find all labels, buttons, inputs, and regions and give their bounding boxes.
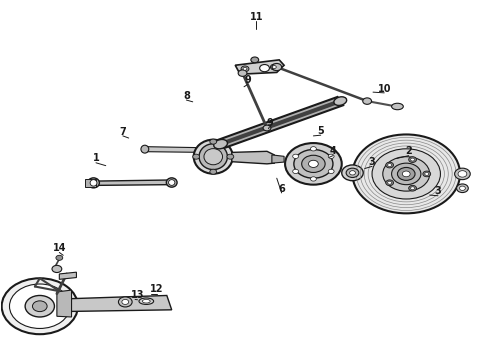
Text: 8: 8	[183, 91, 190, 101]
Circle shape	[388, 163, 392, 166]
Text: 11: 11	[249, 12, 263, 22]
Ellipse shape	[241, 66, 249, 72]
Ellipse shape	[272, 63, 282, 71]
Circle shape	[372, 149, 441, 199]
Circle shape	[458, 171, 467, 177]
Text: 3: 3	[435, 186, 441, 197]
Circle shape	[386, 180, 393, 186]
Polygon shape	[272, 155, 284, 163]
Circle shape	[52, 265, 62, 273]
Circle shape	[425, 172, 429, 175]
Ellipse shape	[141, 145, 149, 153]
Ellipse shape	[363, 98, 371, 104]
Text: 4: 4	[330, 146, 336, 156]
Circle shape	[210, 139, 217, 144]
Ellipse shape	[272, 66, 276, 68]
Circle shape	[342, 165, 363, 181]
Polygon shape	[218, 97, 343, 148]
Ellipse shape	[392, 103, 403, 110]
Text: 6: 6	[278, 184, 285, 194]
Circle shape	[346, 168, 359, 177]
Ellipse shape	[169, 180, 175, 185]
Circle shape	[309, 160, 318, 167]
Polygon shape	[57, 290, 72, 317]
Circle shape	[352, 134, 460, 213]
Circle shape	[302, 155, 325, 172]
Circle shape	[285, 143, 342, 185]
Circle shape	[293, 154, 298, 158]
Ellipse shape	[238, 70, 247, 76]
Text: 7: 7	[120, 127, 126, 136]
Circle shape	[392, 163, 421, 185]
Ellipse shape	[90, 180, 97, 186]
Circle shape	[411, 187, 415, 190]
Ellipse shape	[270, 64, 278, 70]
Polygon shape	[59, 296, 172, 312]
Circle shape	[193, 154, 199, 159]
Circle shape	[56, 255, 63, 260]
Circle shape	[227, 154, 234, 159]
Circle shape	[32, 301, 47, 312]
Ellipse shape	[204, 149, 222, 165]
Text: 10: 10	[377, 84, 391, 94]
Circle shape	[328, 154, 334, 158]
Circle shape	[409, 157, 416, 162]
Circle shape	[409, 185, 416, 191]
Circle shape	[423, 171, 431, 177]
Ellipse shape	[199, 144, 227, 170]
Circle shape	[210, 169, 217, 174]
Text: 14: 14	[52, 243, 66, 253]
Text: 13: 13	[131, 291, 144, 301]
Ellipse shape	[194, 140, 233, 174]
Circle shape	[328, 169, 334, 174]
Circle shape	[411, 158, 415, 161]
Polygon shape	[235, 60, 284, 74]
Circle shape	[311, 177, 317, 181]
Circle shape	[9, 284, 70, 328]
Ellipse shape	[263, 125, 271, 131]
Ellipse shape	[139, 298, 154, 305]
Text: 3: 3	[368, 157, 375, 167]
Polygon shape	[145, 147, 203, 152]
Circle shape	[1, 278, 78, 334]
Circle shape	[457, 184, 468, 193]
Ellipse shape	[214, 139, 227, 149]
Circle shape	[122, 300, 129, 305]
Polygon shape	[59, 272, 76, 279]
Circle shape	[25, 296, 54, 317]
Text: 5: 5	[318, 126, 324, 136]
Polygon shape	[85, 179, 96, 187]
Circle shape	[455, 168, 470, 180]
Text: 1: 1	[93, 153, 99, 163]
Circle shape	[294, 149, 333, 178]
Circle shape	[383, 157, 430, 191]
Circle shape	[349, 171, 355, 175]
Polygon shape	[232, 151, 274, 164]
Circle shape	[388, 181, 392, 184]
Circle shape	[311, 147, 317, 151]
Text: 2: 2	[405, 146, 412, 156]
Text: 9: 9	[266, 118, 273, 128]
Circle shape	[293, 169, 298, 174]
Ellipse shape	[143, 300, 150, 303]
Ellipse shape	[166, 178, 177, 187]
Polygon shape	[96, 180, 169, 185]
Text: 12: 12	[150, 284, 164, 294]
Circle shape	[397, 167, 415, 180]
Circle shape	[260, 64, 270, 72]
Circle shape	[460, 186, 465, 190]
Circle shape	[251, 57, 259, 63]
Text: 9: 9	[244, 75, 251, 85]
Ellipse shape	[243, 67, 247, 70]
Ellipse shape	[88, 178, 99, 188]
Circle shape	[119, 297, 132, 307]
Ellipse shape	[334, 97, 346, 105]
Circle shape	[386, 162, 393, 168]
Circle shape	[402, 171, 410, 177]
